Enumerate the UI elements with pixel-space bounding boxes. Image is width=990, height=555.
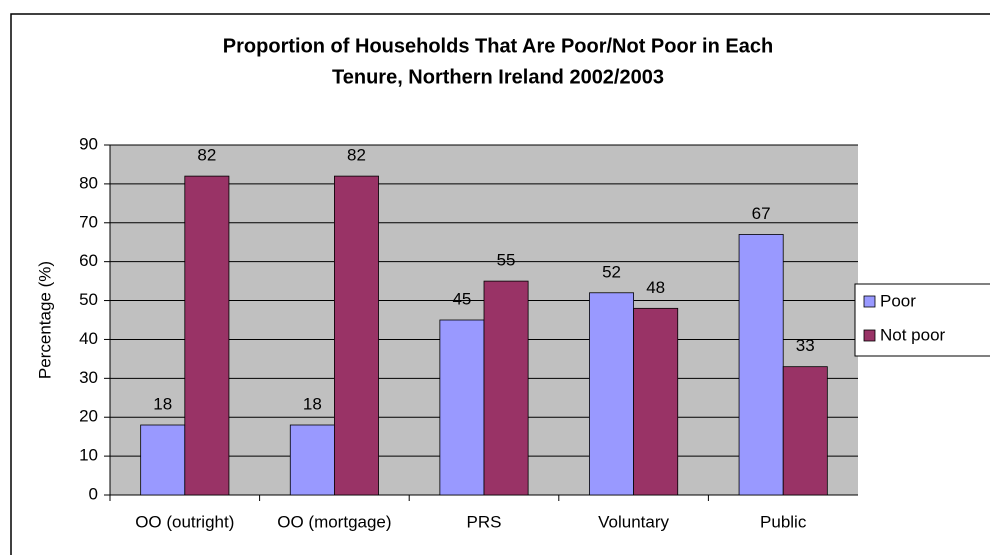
bar	[439, 319, 485, 496]
legend-box	[854, 283, 990, 357]
y-tick-label: 30	[79, 368, 98, 387]
bar	[289, 424, 335, 496]
bar	[589, 292, 635, 496]
legend-swatch	[863, 329, 876, 342]
y-tick-label: 80	[79, 173, 98, 192]
bar	[483, 280, 529, 496]
legend-label: Not poor	[880, 325, 946, 344]
data-label: 82	[347, 146, 366, 165]
data-label: 45	[452, 289, 471, 308]
x-tick-label: OO (outright)	[135, 512, 234, 531]
bar	[140, 424, 186, 496]
x-tick-label: PRS	[467, 512, 502, 531]
x-tick-label: Voluntary	[598, 512, 669, 531]
legend-swatch	[863, 295, 876, 308]
y-tick-label: 20	[79, 407, 98, 426]
y-tick-label: 70	[79, 212, 98, 231]
y-axis-label: Percentage (%)	[35, 261, 54, 379]
legend-label: Poor	[880, 291, 916, 310]
bar	[633, 307, 679, 496]
chart-title: Tenure, Northern Ireland 2002/2003	[332, 66, 664, 88]
data-label: 33	[796, 336, 815, 355]
y-tick-label: 0	[89, 484, 98, 503]
chart-title: Proportion of Households That Are Poor/N…	[223, 35, 773, 57]
y-tick-label: 60	[79, 251, 98, 270]
data-label: 52	[602, 262, 621, 281]
y-tick-label: 40	[79, 329, 98, 348]
data-label: 18	[303, 394, 322, 413]
y-tick-label: 50	[79, 290, 98, 309]
data-label: 82	[197, 146, 216, 165]
data-label: 55	[497, 251, 516, 270]
y-tick-label: 90	[79, 134, 98, 153]
x-tick-label: OO (mortgage)	[277, 512, 391, 531]
x-tick-label: Public	[760, 512, 807, 531]
bar	[782, 366, 828, 496]
data-label: 48	[646, 278, 665, 297]
bar	[738, 234, 784, 496]
y-tick-label: 10	[79, 446, 98, 465]
data-label: 18	[153, 394, 172, 413]
bar	[333, 175, 379, 496]
data-label: 67	[752, 204, 771, 223]
bar	[184, 175, 230, 496]
